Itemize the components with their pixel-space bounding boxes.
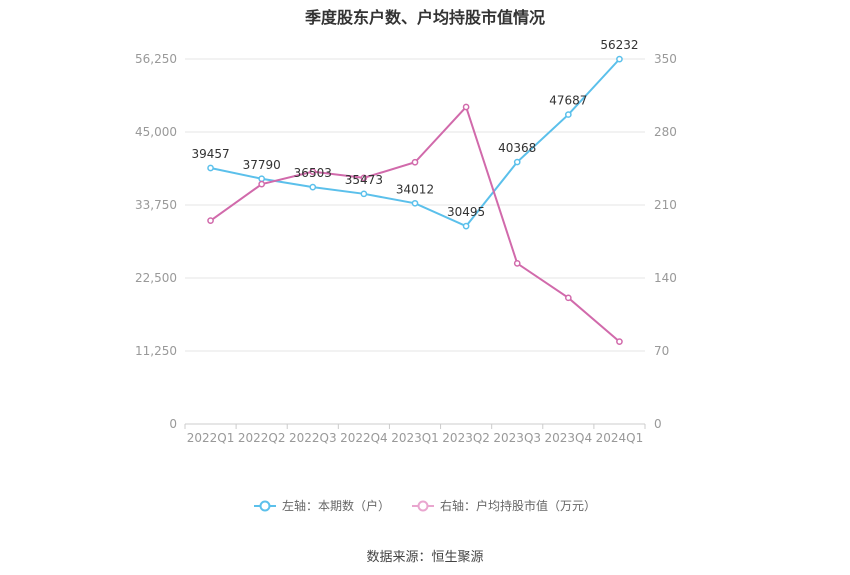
axes: 0 11,250 22,500 33,750 45,000 56,250 0 70 140 210… <box>135 52 677 445</box>
data-point[interactable] <box>258 180 266 188</box>
data-point[interactable] <box>462 103 470 111</box>
left-tick-label: 33,750 <box>135 198 177 212</box>
legend-label-households: 左轴：本期数（户） <box>281 499 390 513</box>
data-point[interactable] <box>258 175 266 183</box>
data-point[interactable] <box>616 55 623 63</box>
data-point[interactable] <box>309 183 317 191</box>
series-lines <box>207 55 623 345</box>
data-point[interactable] <box>616 338 623 345</box>
x-tick-label: 2022Q4 <box>340 431 388 445</box>
x-tick-label: 2023Q3 <box>493 431 541 445</box>
data-point[interactable] <box>207 164 214 172</box>
x-tick-label: 2023Q2 <box>442 431 490 445</box>
right-tick-label: 280 <box>654 125 677 139</box>
right-tick-label: 0 <box>654 417 662 431</box>
series-line-1 <box>209 105 621 343</box>
x-tick-label: 2022Q3 <box>289 431 337 445</box>
data-label: 40368 <box>498 141 536 155</box>
left-tick-label: 22,500 <box>135 271 177 285</box>
data-point[interactable] <box>360 190 368 198</box>
data-point[interactable] <box>513 158 521 166</box>
data-label: 35473 <box>345 173 383 187</box>
data-point[interactable] <box>411 199 419 207</box>
data-point[interactable] <box>360 174 368 182</box>
data-point[interactable] <box>513 260 521 267</box>
right-tick-label: 350 <box>654 52 677 66</box>
data-point[interactable] <box>207 217 214 224</box>
x-tick-label: 2023Q1 <box>391 431 439 445</box>
legend-label-market-value: 右轴：户均持股市值（万元） <box>440 499 597 513</box>
data-label: 36503 <box>294 166 332 180</box>
legend-item-market-value[interactable]: 右轴：户均持股市值（万元） <box>412 497 596 514</box>
source-note: 数据来源：恒生聚源 <box>366 550 484 565</box>
data-point[interactable] <box>564 111 572 118</box>
left-tick-label: 45,000 <box>135 125 177 139</box>
legend-item-households[interactable]: 左轴：本期数（户） <box>253 497 390 514</box>
data-label: 34012 <box>396 182 434 196</box>
left-tick-label: 11,250 <box>135 344 177 358</box>
data-labels: 39457 37790 36503 35473 34012 30495 40368 47687… <box>191 38 638 219</box>
data-label: 56232 <box>600 38 638 52</box>
legend-swatch-pink-icon <box>412 500 434 511</box>
legend-swatch-blue-icon <box>253 500 276 511</box>
x-tick-label: 2022Q1 <box>187 431 235 445</box>
data-point[interactable] <box>309 168 317 175</box>
data-label: 39457 <box>191 147 229 161</box>
left-tick-label: 0 <box>169 417 177 431</box>
data-label: 30495 <box>447 205 485 219</box>
right-tick-label: 210 <box>654 198 677 212</box>
chart-title: 季度股东户数、户均持股市值情况 <box>304 8 545 27</box>
legend: 左轴：本期数（户） 右轴：户均持股市值（万元） <box>0 497 850 514</box>
right-tick-label: 140 <box>654 271 677 285</box>
data-point[interactable] <box>462 222 470 230</box>
x-tick-label: 2023Q4 <box>545 431 593 445</box>
data-point[interactable] <box>564 294 572 302</box>
x-tick-label: 2024Q1 <box>596 431 644 445</box>
left-tick-label: 56,250 <box>135 52 177 66</box>
right-tick-label: 70 <box>654 344 669 358</box>
data-label: 37790 <box>243 158 281 172</box>
data-label: 47687 <box>549 94 587 108</box>
x-tick-label: 2022Q2 <box>238 431 286 445</box>
data-point[interactable] <box>411 158 419 166</box>
